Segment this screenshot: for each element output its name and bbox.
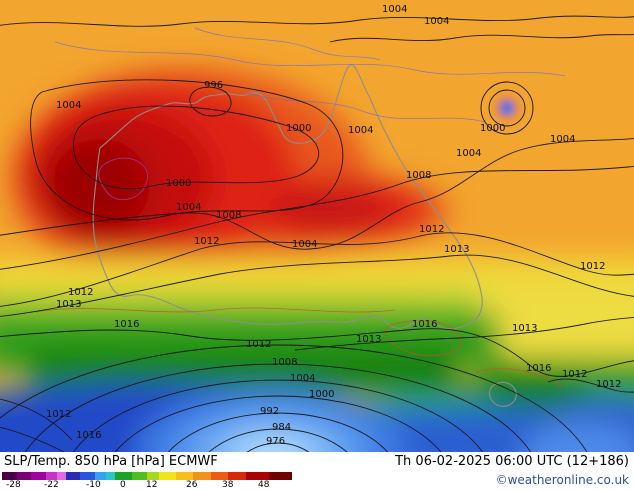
scale-label: 12 xyxy=(146,480,158,490)
isobar-label: 1004 xyxy=(292,239,317,250)
scale-label: -28 xyxy=(6,480,21,490)
isobar-label: 1000 xyxy=(480,123,505,134)
isobar-label: 1008 xyxy=(272,357,297,368)
cyclone-symbol xyxy=(480,81,534,135)
product-title: SLP/Temp. 850 hPa [hPa] ECMWF xyxy=(4,454,218,469)
isobar-label: 984 xyxy=(272,422,291,433)
isobar-label: 996 xyxy=(204,80,223,91)
coastline xyxy=(92,64,517,407)
isobar-label: 1004 xyxy=(56,100,81,111)
isobar-label: 1008 xyxy=(406,170,431,181)
isobar-label: 1004 xyxy=(456,148,481,159)
isotherm-lines xyxy=(34,27,566,387)
isobar-label: 1013 xyxy=(56,299,81,310)
isobar-label: 1016 xyxy=(114,319,139,330)
isobar-label: 1016 xyxy=(526,363,551,374)
isobar-label: 1008 xyxy=(216,210,241,221)
isobar-label: 1004 xyxy=(550,134,575,145)
isobar-label: 1004 xyxy=(382,4,407,15)
isobar-label: 1013 xyxy=(512,323,537,334)
isobar-label: 1012 xyxy=(419,224,444,235)
isobar-label: 1000 xyxy=(286,123,311,134)
isobar-label: 1016 xyxy=(412,319,437,330)
isobar-labels: 1004 1004 1004 996 1000 1000 1004 1000 1… xyxy=(46,4,621,447)
temperature-scale xyxy=(2,472,292,480)
isobar-label: 1000 xyxy=(309,389,334,400)
isobar-label: 1013 xyxy=(356,334,381,345)
isobar-label: 1016 xyxy=(76,430,101,441)
valid-time: Th 06-02-2025 06:00 UTC (12+186) xyxy=(395,454,629,469)
isobar-label: 1012 xyxy=(194,236,219,247)
isobar-label: 1004 xyxy=(424,16,449,27)
scale-label: 38 xyxy=(222,480,234,490)
scale-label: 48 xyxy=(258,480,270,490)
isobar-label: 1012 xyxy=(246,339,271,350)
caption-row: SLP/Temp. 850 hPa [hPa] ECMWF Th 06-02-2… xyxy=(0,452,634,470)
isobar-label: 1004 xyxy=(348,125,373,136)
isobar-label: 992 xyxy=(260,406,279,417)
isobar-label: 1004 xyxy=(176,202,201,213)
isobar-label: 976 xyxy=(266,436,285,447)
isobar-label: 1012 xyxy=(46,409,71,420)
isobar-label: 1004 xyxy=(290,373,315,384)
legend-row: -28 -22 -10 0 12 26 38 48 ©weatheronline… xyxy=(0,470,634,490)
isobar-label: 1012 xyxy=(68,287,93,298)
scale-label: -10 xyxy=(86,480,101,490)
isobar-label: 1012 xyxy=(580,261,605,272)
isobar-label: 1012 xyxy=(596,379,621,390)
temperature-scale-labels: -28 -22 -10 0 12 26 38 48 xyxy=(2,480,302,490)
temperature-shading xyxy=(0,68,634,452)
weather-map: 1004 1004 1004 996 1000 1000 1004 1000 1… xyxy=(0,0,634,452)
isobar-lines xyxy=(0,15,634,452)
isobar-label: 1000 xyxy=(166,178,191,189)
scale-label: 0 xyxy=(120,480,126,490)
isobar-label: 1012 xyxy=(562,369,587,380)
scale-label: -22 xyxy=(44,480,59,490)
isobar-label: 1013 xyxy=(444,244,469,255)
copyright-text: ©weatheronline.co.uk xyxy=(495,473,629,487)
status-bar: SLP/Temp. 850 hPa [hPa] ECMWF Th 06-02-2… xyxy=(0,452,634,490)
scale-label: 26 xyxy=(186,480,198,490)
